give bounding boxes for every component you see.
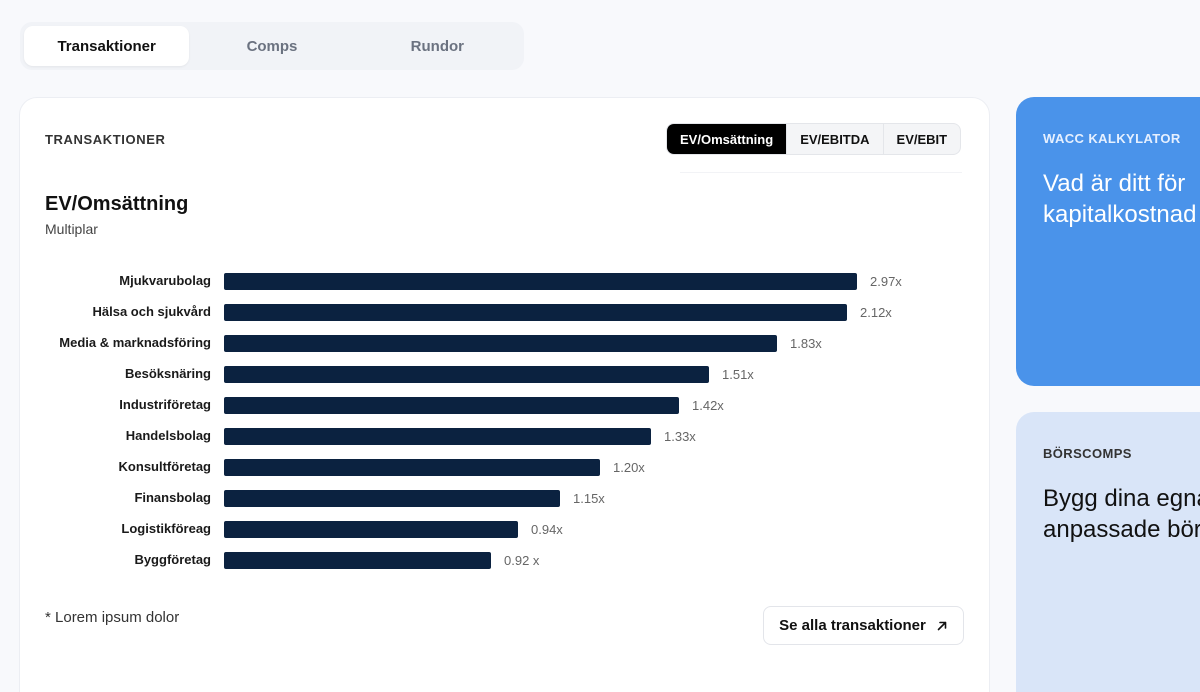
bar-row: Handelsbolag 1.33x [20, 426, 991, 457]
see-all-label: Se alla transaktioner [779, 617, 926, 634]
bar-row: Besöksnäring 1.51x [20, 364, 991, 395]
bar-category-label: Besöksnäring [125, 366, 211, 381]
bar [224, 521, 518, 538]
bar [224, 397, 679, 414]
wacc-card-text-line2: kapitalkostnad [1043, 201, 1197, 228]
bar-row: Finansbolag 1.15x [20, 488, 991, 519]
bar-row: Mjukvarubolag 2.97x [20, 271, 991, 302]
bar-value-label: 1.83x [790, 336, 822, 351]
bar-chart: Mjukvarubolag 2.97x Hälsa och sjukvård 2.12… [20, 271, 991, 581]
metric-ev-ebit-button[interactable]: EV/EBIT [882, 124, 961, 154]
bar [224, 366, 709, 383]
bar [224, 459, 600, 476]
bar [224, 428, 651, 445]
tab-comps[interactable]: Comps [246, 37, 298, 55]
bar-value-label: 1.20x [613, 460, 645, 475]
bar-value-label: 2.97x [870, 274, 902, 289]
borscomps-card-text: Bygg dina egna anpassade bör [1043, 483, 1200, 545]
section-label: TRANSAKTIONER [45, 132, 166, 147]
bar [224, 304, 847, 321]
bar-row: Hälsa och sjukvård 2.12x [20, 302, 991, 333]
bar-category-label: Logistikföreag [121, 521, 211, 536]
bar-category-label: Industriföretag [119, 397, 211, 412]
bar-category-label: Hälsa och sjukvård [92, 304, 212, 319]
bar-value-label: 0.92 x [504, 553, 540, 568]
transactions-card: TRANSAKTIONER EV/Omsättning EV/EBITDA EV… [19, 97, 990, 692]
metric-ev-omsattning-button[interactable]: EV/Omsättning [667, 124, 787, 154]
bar-value-label: 1.42x [692, 398, 724, 413]
bar [224, 273, 857, 290]
metric-ev-ebitda-button[interactable]: EV/EBITDA [786, 124, 882, 154]
metric-toggle: EV/Omsättning EV/EBITDA EV/EBIT [666, 123, 962, 155]
tab-transaktioner[interactable]: Transaktioner [24, 26, 190, 66]
borscomps-card-text-line2: anpassade bör [1043, 516, 1200, 543]
bar-category-label: Handelsbolag [125, 428, 211, 443]
see-all-transactions-button[interactable]: Se alla transaktioner [763, 606, 964, 645]
bar-row: Media & marknadsföring 1.83x [20, 333, 991, 364]
bar-value-label: 1.33x [664, 429, 696, 444]
bar-row: Industriföretag 1.42x [20, 395, 991, 426]
footnote: * Lorem ipsum dolor [45, 609, 180, 626]
wacc-calculator-card[interactable]: WACC KALKYLATOR Vad är ditt för kapitalk… [1016, 97, 1200, 386]
bar-value-label: 1.51x [722, 367, 754, 382]
bar-value-label: 1.15x [573, 491, 605, 506]
top-tab-bar: Transaktioner Comps Rundor [20, 22, 524, 70]
bar-category-label: Media & marknadsföring [59, 335, 211, 350]
bar-category-label: Finansbolag [134, 490, 211, 505]
bar-row: Byggföretag 0.92 x [20, 550, 991, 581]
bar [224, 552, 491, 569]
bar-category-label: Byggföretag [134, 552, 211, 567]
bar-category-label: Mjukvarubolag [119, 273, 211, 288]
bar-row: Konsultföretag 1.20x [20, 457, 991, 488]
bar-category-label: Konsultföretag [118, 459, 211, 474]
tab-rundor[interactable]: Rundor [410, 37, 464, 55]
bar-row: Logistikföreag 0.94x [20, 519, 991, 550]
bar [224, 490, 560, 507]
chart-subtitle: Multiplar [45, 221, 98, 237]
borscomps-card-label: BÖRSCOMPS [1043, 446, 1132, 461]
arrow-up-right-icon [937, 621, 947, 630]
bar [224, 335, 777, 352]
divider [680, 172, 962, 173]
borscomps-card[interactable]: BÖRSCOMPS Bygg dina egna anpassade bör [1016, 412, 1200, 692]
borscomps-card-text-line1: Bygg dina egna [1043, 485, 1200, 512]
wacc-card-text-line1: Vad är ditt för [1043, 170, 1186, 197]
bar-value-label: 0.94x [531, 522, 563, 537]
wacc-card-label: WACC KALKYLATOR [1043, 131, 1181, 146]
wacc-card-text: Vad är ditt för kapitalkostnad [1043, 168, 1200, 230]
bar-value-label: 2.12x [860, 305, 892, 320]
chart-title: EV/Omsättning [45, 193, 189, 215]
